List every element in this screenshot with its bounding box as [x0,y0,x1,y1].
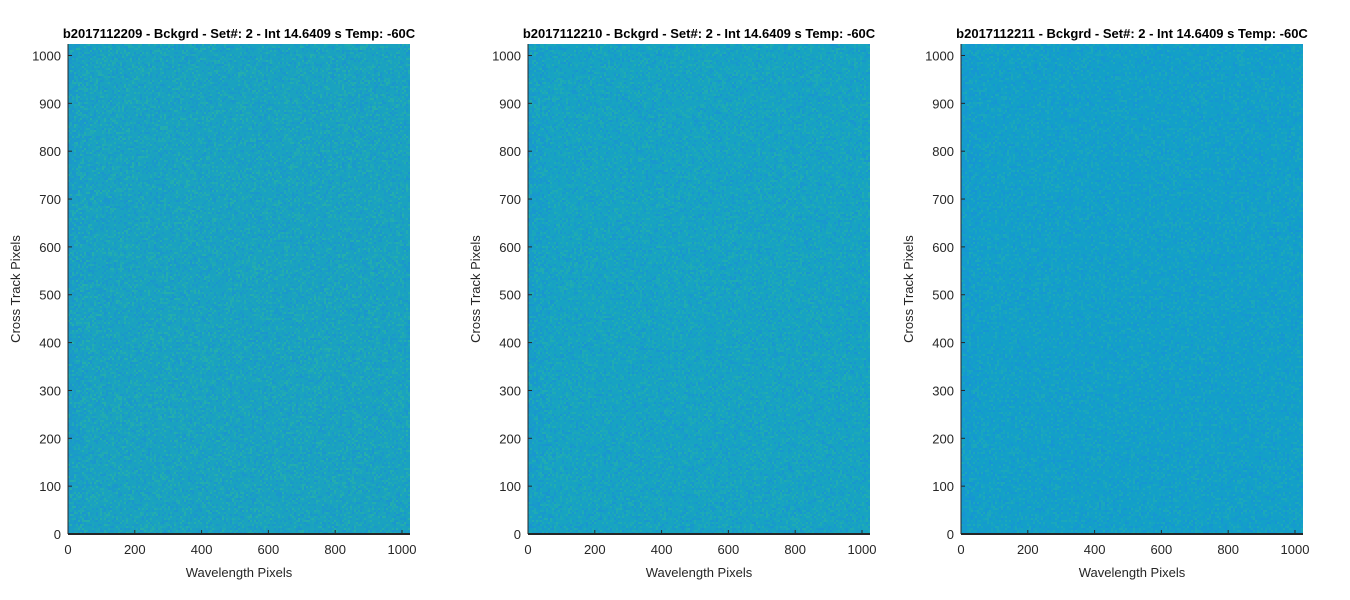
x-tick-label: 0 [957,542,964,557]
x-axis-label: Wavelength Pixels [186,565,293,580]
y-tick-label: 0 [514,527,521,542]
y-tick-label: 500 [932,288,954,303]
y-tick-label: 400 [499,336,521,351]
y-tick-label: 400 [39,336,61,351]
heatmap-image [528,44,870,534]
y-tick-label: 1000 [492,48,521,63]
x-tick-label: 600 [258,542,280,557]
x-axis-label: Wavelength Pixels [646,565,753,580]
x-tick-label: 600 [718,542,740,557]
y-tick-label: 1000 [925,48,954,63]
x-tick-label: 400 [1084,542,1106,557]
y-tick-label: 800 [39,144,61,159]
x-tick-label: 400 [651,542,673,557]
x-tick-label: 800 [1217,542,1239,557]
y-tick-label: 200 [932,431,954,446]
y-tick-label: 600 [39,240,61,255]
x-tick-label: 400 [191,542,213,557]
y-tick-label: 800 [932,144,954,159]
heatmap-image [961,44,1303,534]
y-tick-label: 700 [499,192,521,207]
x-tick-label: 0 [64,542,71,557]
x-tick-label: 800 [324,542,346,557]
heatmap-panel: b2017112211 - Bckgrd - Set#: 2 - Int 14.… [901,26,1309,580]
x-tick-label: 1000 [388,542,417,557]
y-tick-label: 900 [39,96,61,111]
y-tick-label: 0 [947,527,954,542]
x-tick-label: 200 [124,542,146,557]
chart-title: b2017112209 - Bckgrd - Set#: 2 - Int 14.… [63,26,416,41]
y-tick-label: 600 [932,240,954,255]
y-tick-label: 300 [499,383,521,398]
heatmap-panel: b2017112210 - Bckgrd - Set#: 2 - Int 14.… [468,26,876,580]
x-tick-label: 600 [1151,542,1173,557]
x-tick-label: 800 [784,542,806,557]
x-tick-label: 0 [524,542,531,557]
y-tick-label: 400 [932,336,954,351]
y-tick-label: 700 [932,192,954,207]
y-tick-label: 500 [39,288,61,303]
x-tick-label: 200 [584,542,606,557]
y-axis-label: Cross Track Pixels [901,235,916,343]
y-tick-label: 900 [499,96,521,111]
y-tick-label: 100 [932,479,954,494]
y-tick-label: 100 [39,479,61,494]
x-tick-label: 1000 [1281,542,1310,557]
subplot-grid: b2017112209 - Bckgrd - Set#: 2 - Int 14.… [8,26,1309,580]
chart-title: b2017112210 - Bckgrd - Set#: 2 - Int 14.… [523,26,876,41]
y-tick-label: 1000 [32,48,61,63]
y-tick-label: 300 [932,383,954,398]
y-tick-label: 100 [499,479,521,494]
y-axis-label: Cross Track Pixels [8,235,23,343]
y-tick-label: 200 [39,431,61,446]
y-tick-label: 300 [39,383,61,398]
y-tick-label: 600 [499,240,521,255]
chart-title: b2017112211 - Bckgrd - Set#: 2 - Int 14.… [956,26,1308,41]
y-tick-label: 500 [499,288,521,303]
x-tick-label: 200 [1017,542,1039,557]
x-tick-label: 1000 [848,542,877,557]
y-tick-label: 200 [499,431,521,446]
y-tick-label: 0 [54,527,61,542]
x-axis-label: Wavelength Pixels [1079,565,1186,580]
heatmap-image [68,44,410,534]
y-tick-label: 700 [39,192,61,207]
y-tick-label: 900 [932,96,954,111]
heatmap-panel: b2017112209 - Bckgrd - Set#: 2 - Int 14.… [8,26,416,580]
y-tick-label: 800 [499,144,521,159]
y-axis-label: Cross Track Pixels [468,235,483,343]
